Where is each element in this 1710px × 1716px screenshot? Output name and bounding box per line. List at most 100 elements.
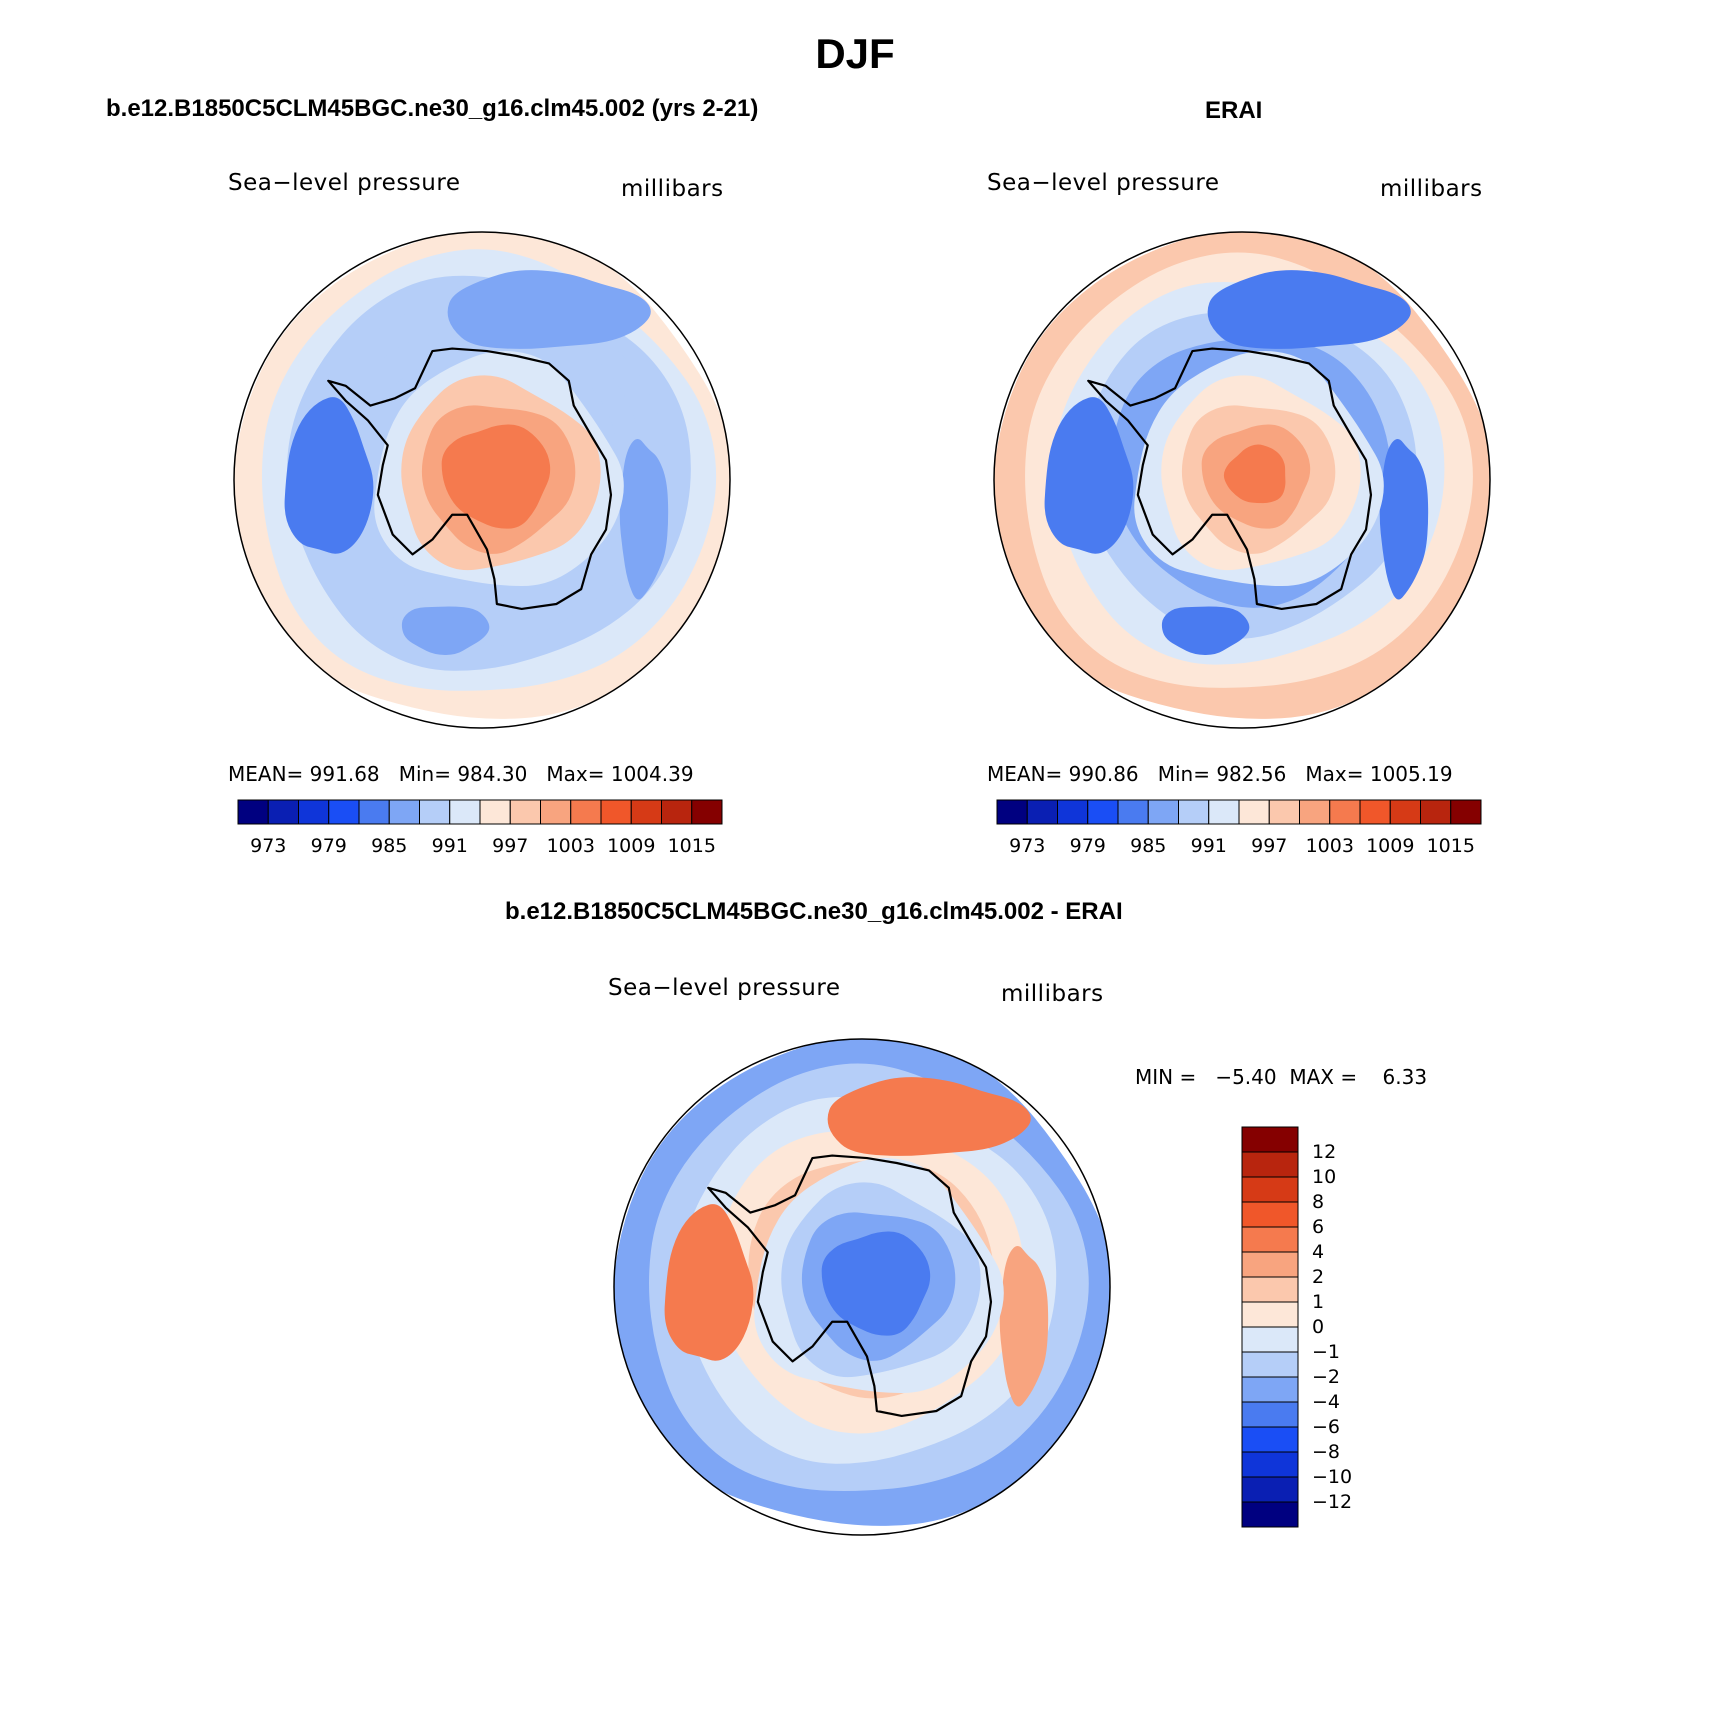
test-mean-value: 991.68 — [309, 762, 380, 786]
ref-colorbar-box-12 — [1359, 799, 1391, 825]
test-colorbar-box-6 — [419, 799, 451, 825]
ref-colorbar-tick-1: 979 — [1070, 835, 1106, 857]
ref-min-value: 982.56 — [1216, 762, 1287, 786]
test-min-value: 984.30 — [457, 762, 528, 786]
test-colorbar-box-14 — [661, 799, 693, 825]
ref-stats: MEAN= 990.86 Min= 982.56 Max= 1005.19 — [987, 762, 1453, 786]
ref-colorbar-box-9 — [1268, 799, 1300, 825]
ref-map-layer — [993, 231, 1491, 729]
diff-colorbar-box-2 — [1241, 1176, 1299, 1203]
diff-colorbar-tick-8: −1 — [1312, 1341, 1340, 1363]
test-colorbar-box-15 — [691, 799, 723, 825]
diff-title: b.e12.B1850C5CLM45BGC.ne30_g16.clm45.002… — [505, 898, 1123, 925]
test-colorbar-box-11 — [570, 799, 602, 825]
test-colorbar-tick-3: 991 — [432, 835, 468, 857]
ref-colorbar-box-8 — [1238, 799, 1270, 825]
ref-colorbar-tick-0: 973 — [1009, 835, 1045, 857]
test-colorbar-tick-0: 973 — [250, 835, 286, 857]
diff-max-value: 6.33 — [1382, 1065, 1428, 1089]
test-stats: MEAN= 991.68 Min= 984.30 Max= 1004.39 — [228, 762, 694, 786]
test-contour-blob-1 — [447, 270, 651, 349]
ref-colorbar-box-2 — [1057, 799, 1089, 825]
ref-colorbar-box-13 — [1389, 799, 1421, 825]
diff-right-label: millibars — [1001, 981, 1104, 1007]
ref-colorbar-box-10 — [1299, 799, 1331, 825]
diff-colorbar-box-0 — [1241, 1126, 1299, 1153]
ref-contour-blob-2 — [1379, 439, 1429, 600]
ref-colorbar-tick-4: 997 — [1251, 835, 1287, 857]
test-left-label: Sea−level pressure — [228, 170, 461, 196]
test-max-label: Max= — [546, 762, 605, 786]
diff-coastline — [707, 1154, 993, 1418]
ref-colorbar-box-3 — [1087, 799, 1119, 825]
diff-min-value: −5.40 — [1215, 1065, 1277, 1089]
diff-colorbar-box-10 — [1241, 1376, 1299, 1403]
diff-colorbar-tick-3: 6 — [1312, 1216, 1324, 1238]
diff-contour-blob-0 — [664, 1204, 754, 1361]
ref-colorbar-tick-6: 1009 — [1366, 835, 1414, 857]
ref-max-value: 1005.19 — [1369, 762, 1453, 786]
test-contour-blob-3 — [401, 606, 490, 655]
test-colorbar-box-9 — [509, 799, 541, 825]
figure-title: DJF — [815, 30, 895, 77]
ref-contour-blob-0 — [1044, 397, 1134, 554]
diff-stats: MIN = −5.40 MAX = 6.33 — [1135, 1065, 1427, 1089]
diff-colorbar-tick-5: 2 — [1312, 1266, 1324, 1288]
ref-colorbar-box-14 — [1420, 799, 1452, 825]
test-map-boundary — [233, 231, 731, 729]
test-coastline — [327, 347, 613, 611]
diff-colorbar-tick-14: −12 — [1312, 1491, 1352, 1513]
test-colorbar-box-8 — [479, 799, 511, 825]
diff-min-label: MIN = — [1135, 1065, 1197, 1089]
diff-map-layer — [613, 1038, 1111, 1536]
diff-colorbar-box-5 — [1241, 1251, 1299, 1278]
test-colorbar-box-3 — [328, 799, 360, 825]
ref-mean-value: 990.86 — [1068, 762, 1139, 786]
test-colorbar-tick-5: 1003 — [547, 835, 595, 857]
diff-colorbar-tick-1: 10 — [1312, 1166, 1336, 1188]
ref-colorbar-box-15 — [1450, 799, 1482, 825]
diff-max-label: MAX = — [1289, 1065, 1358, 1089]
diff-colorbar-box-11 — [1241, 1401, 1299, 1428]
ref-colorbar-box-7 — [1208, 799, 1240, 825]
test-contour-blob-0 — [284, 397, 374, 554]
ref-colorbar-box-1 — [1026, 799, 1058, 825]
ref-coastline — [1087, 347, 1373, 611]
ref-colorbar-box-5 — [1147, 799, 1179, 825]
diff-left-label: Sea−level pressure — [608, 975, 841, 1001]
ref-colorbar-tick-2: 985 — [1130, 835, 1166, 857]
ref-colorbar-tick-7: 1015 — [1427, 835, 1475, 857]
ref-colorbar-box-6 — [1178, 799, 1210, 825]
ref-contour-inner-4 — [1223, 444, 1286, 504]
ref-contour-blob-3 — [1161, 606, 1250, 655]
test-colorbar-tick-4: 997 — [492, 835, 528, 857]
diff-contour-blob-1 — [827, 1077, 1031, 1156]
test-colorbar-tick-1: 979 — [311, 835, 347, 857]
test-min-label: Min= — [398, 762, 451, 786]
diff-contour-inner-3 — [821, 1231, 931, 1336]
diff-colorbar-box-6 — [1241, 1276, 1299, 1303]
ref-right-label: millibars — [1380, 176, 1483, 202]
diff-colorbar-box-1 — [1241, 1151, 1299, 1178]
test-colorbar-box-13 — [630, 799, 662, 825]
test-colorbar-tick-6: 1009 — [607, 835, 655, 857]
diff-colorbar-box-13 — [1241, 1451, 1299, 1478]
test-colorbar-box-7 — [449, 799, 481, 825]
diff-colorbar-tick-10: −4 — [1312, 1391, 1340, 1413]
test-colorbar-tick-2: 985 — [371, 835, 407, 857]
ref-left-label: Sea−level pressure — [987, 170, 1220, 196]
ref-mean-label: MEAN= — [987, 762, 1063, 786]
diff-colorbar-tick-2: 8 — [1312, 1191, 1324, 1213]
diff-colorbar-box-12 — [1241, 1426, 1299, 1453]
diff-colorbar-box-8 — [1241, 1326, 1299, 1353]
test-colorbar-box-1 — [267, 799, 299, 825]
test-contour-blob-2 — [619, 439, 669, 600]
test-colorbar-box-5 — [388, 799, 420, 825]
diff-colorbar-tick-9: −2 — [1312, 1366, 1340, 1388]
test-map-layer — [233, 231, 731, 729]
test-colorbar-box-10 — [540, 799, 572, 825]
diff-colorbar-tick-4: 4 — [1312, 1241, 1324, 1263]
ref-colorbar-box-4 — [1117, 799, 1149, 825]
diff-colorbar-tick-0: 12 — [1312, 1141, 1336, 1163]
